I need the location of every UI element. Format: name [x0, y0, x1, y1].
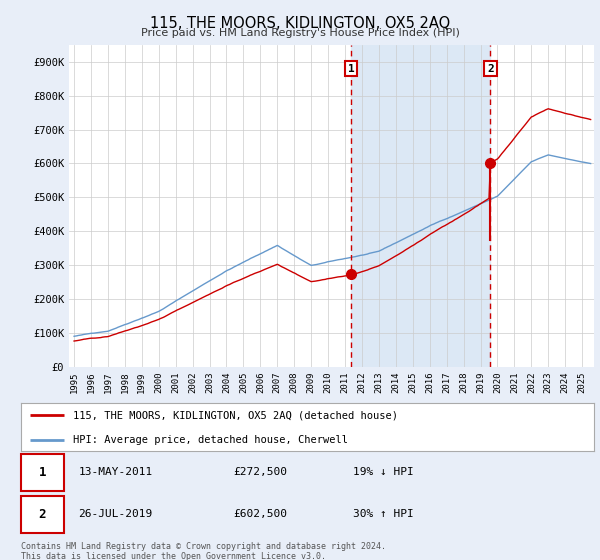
Text: Contains HM Land Registry data © Crown copyright and database right 2024.
This d: Contains HM Land Registry data © Crown c… — [21, 542, 386, 560]
Text: 115, THE MOORS, KIDLINGTON, OX5 2AQ: 115, THE MOORS, KIDLINGTON, OX5 2AQ — [150, 16, 450, 31]
Text: 26-JUL-2019: 26-JUL-2019 — [79, 509, 152, 519]
FancyBboxPatch shape — [21, 496, 64, 533]
Text: 1: 1 — [39, 465, 46, 479]
Text: £602,500: £602,500 — [233, 509, 287, 519]
Text: 13-MAY-2011: 13-MAY-2011 — [79, 467, 152, 477]
Text: 19% ↓ HPI: 19% ↓ HPI — [353, 467, 414, 477]
Text: 115, THE MOORS, KIDLINGTON, OX5 2AQ (detached house): 115, THE MOORS, KIDLINGTON, OX5 2AQ (det… — [73, 410, 398, 420]
Text: 30% ↑ HPI: 30% ↑ HPI — [353, 509, 414, 519]
Bar — [352, 45, 490, 367]
Text: 1: 1 — [348, 63, 355, 73]
Text: HPI: Average price, detached house, Cherwell: HPI: Average price, detached house, Cher… — [73, 435, 347, 445]
Text: 2: 2 — [487, 63, 494, 73]
Text: £272,500: £272,500 — [233, 467, 287, 477]
Text: Price paid vs. HM Land Registry's House Price Index (HPI): Price paid vs. HM Land Registry's House … — [140, 28, 460, 38]
Text: 2: 2 — [39, 507, 46, 521]
FancyBboxPatch shape — [21, 454, 64, 491]
